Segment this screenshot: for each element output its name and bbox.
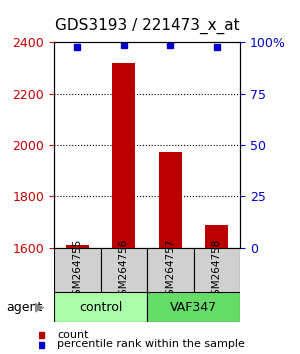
Bar: [112, 63, 135, 248]
Text: GSM264755: GSM264755: [72, 238, 82, 302]
FancyBboxPatch shape: [147, 292, 240, 322]
Bar: [66, 245, 89, 248]
Text: percentile rank within the sample: percentile rank within the sample: [57, 339, 245, 349]
Text: GDS3193 / 221473_x_at: GDS3193 / 221473_x_at: [55, 17, 239, 34]
FancyBboxPatch shape: [194, 248, 240, 292]
FancyBboxPatch shape: [54, 248, 100, 292]
Text: ▶: ▶: [34, 301, 44, 314]
Text: agent: agent: [6, 301, 42, 314]
FancyBboxPatch shape: [54, 292, 147, 322]
Text: GSM264758: GSM264758: [212, 238, 222, 302]
FancyBboxPatch shape: [100, 248, 147, 292]
Text: VAF347: VAF347: [170, 301, 217, 314]
Text: control: control: [79, 301, 122, 314]
Text: GSM264757: GSM264757: [165, 238, 175, 302]
FancyBboxPatch shape: [147, 248, 194, 292]
Bar: [205, 225, 228, 248]
Text: count: count: [57, 330, 88, 339]
Bar: [159, 152, 182, 248]
Text: GSM264756: GSM264756: [119, 238, 129, 302]
